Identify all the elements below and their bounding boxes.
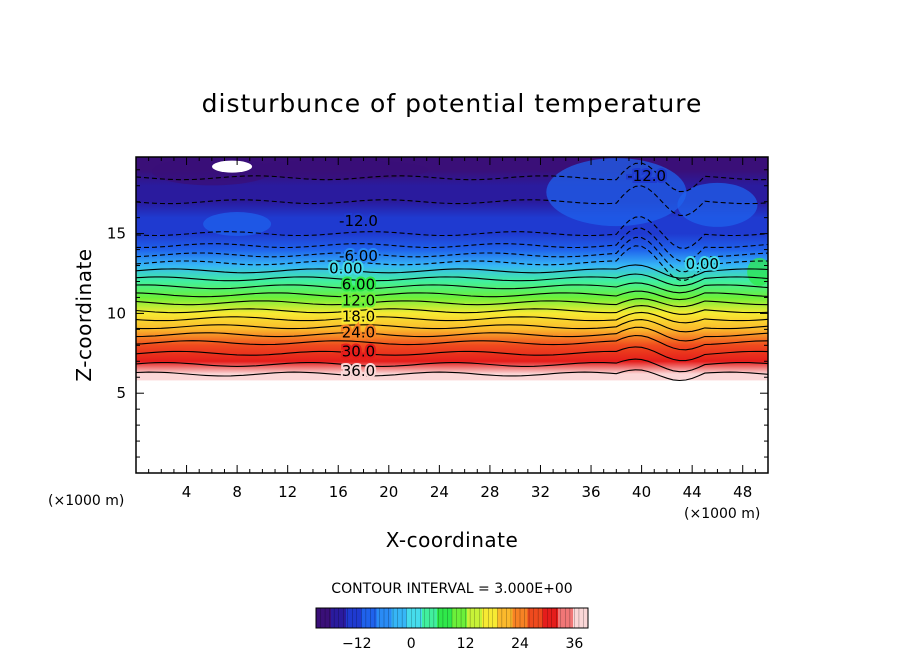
upper-field-structure — [151, 157, 768, 286]
x-tick-label: 44 — [683, 483, 702, 501]
contour-lines — [136, 162, 768, 382]
contour-label: 30.0 — [342, 343, 375, 361]
y-tick-label: 15 — [107, 225, 126, 243]
contour-label: -12.0 — [627, 167, 666, 185]
y-axis-ticks: 5 10 15 — [107, 169, 768, 458]
contour-label: -6.00 — [339, 247, 378, 265]
colorbar-ticks: −12 0 12 24 36 — [342, 636, 583, 652]
contour-line — [136, 264, 768, 279]
colorbar-tick-label: 24 — [511, 636, 529, 652]
contour-line — [136, 346, 768, 362]
field-patch — [203, 212, 272, 237]
x-tick-label: 20 — [379, 483, 398, 501]
contour-line — [136, 236, 768, 273]
contour-line — [136, 282, 768, 294]
field-patch — [677, 182, 758, 227]
x-axis-label: X-coordinate — [386, 528, 519, 552]
x-unit-right: (×1000 m) — [684, 506, 760, 522]
contour-labels: -12.0-12.0-6.000.00 0.006.0012.018.024.03… — [327, 165, 721, 382]
contour-label: 12.0 — [342, 292, 375, 310]
contour-line — [136, 185, 768, 217]
chart-title: disturbunce of potential temperature — [202, 89, 703, 118]
x-tick-label: 16 — [329, 483, 348, 501]
contour-label: 24.0 — [342, 324, 375, 342]
field-gap — [212, 160, 253, 173]
colorbar-tick-label: −12 — [342, 636, 372, 652]
x-tick-label: 24 — [430, 483, 449, 501]
colorbar-tick-label: 0 — [407, 636, 416, 652]
contour-interval-label: CONTOUR INTERVAL = 3.000E+00 — [331, 581, 572, 597]
x-unit-left: (×1000 m) — [48, 493, 124, 509]
contour-line — [136, 305, 768, 315]
contour-label: 6.00 — [342, 276, 375, 294]
contour-line — [136, 216, 768, 249]
x-tick-label: 40 — [632, 483, 651, 501]
colorbar-tick-label: 36 — [565, 636, 583, 652]
x-tick-label: 12 — [278, 483, 297, 501]
y-tick-label: 5 — [116, 384, 126, 402]
contour-line — [136, 319, 768, 333]
x-tick-label: 36 — [581, 483, 600, 501]
contour-line — [136, 326, 768, 342]
contour-line — [136, 369, 768, 382]
colorbar: −12 0 12 24 36 — [315, 607, 589, 652]
x-tick-label: 4 — [182, 483, 192, 501]
y-tick-label: 10 — [107, 304, 126, 322]
contour-label: 0.00 — [329, 260, 362, 278]
contour-line — [136, 162, 768, 193]
colorbar-frame — [315, 607, 589, 629]
plot-area: -12.0-12.0-6.000.00 0.006.0012.018.024.03… — [136, 157, 768, 382]
contour-label: -12.0 — [339, 212, 378, 230]
contour-line — [136, 245, 768, 281]
x-tick-label: 8 — [232, 483, 242, 501]
contour-line — [136, 358, 768, 373]
x-tick-label: 48 — [733, 483, 752, 501]
y-axis-label: Z-coordinate — [72, 248, 96, 381]
x-tick-label: 32 — [531, 483, 550, 501]
contour-line — [136, 227, 768, 262]
field-patch — [546, 158, 687, 227]
x-axis-ticks: 4 8 12 16 20 24 28 32 36 40 44 48 — [135, 157, 769, 501]
contour-label: 36.0 — [342, 362, 375, 380]
field-patch — [248, 159, 429, 180]
x-tick-label: 28 — [480, 483, 499, 501]
colorbar-divisions — [320, 608, 584, 628]
contour-label: 18.0 — [342, 308, 375, 326]
colorbar-tick-label: 12 — [457, 636, 475, 652]
contour-line — [136, 273, 768, 287]
contour-line — [136, 334, 768, 351]
contour-line — [136, 298, 768, 308]
contour-label: 0.00 — [686, 255, 719, 273]
contour-line — [136, 290, 768, 301]
contour-line — [136, 311, 768, 324]
field-patch — [747, 257, 768, 286]
